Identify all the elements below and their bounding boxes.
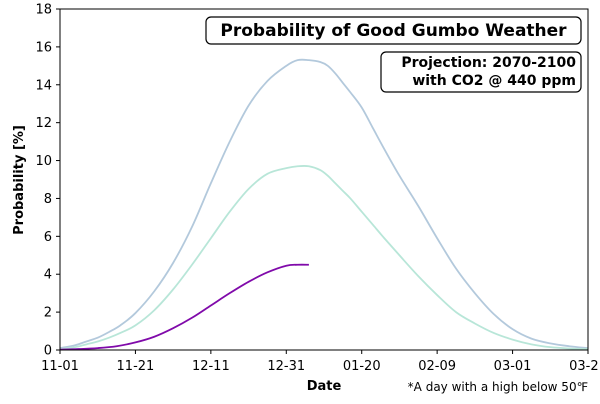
y-tick-label: 10: [35, 154, 52, 169]
x-tick-label: 11-01: [41, 359, 79, 374]
y-tick-label: 0: [44, 344, 52, 359]
y-tick-label: 14: [35, 78, 52, 93]
plot-frame: [59, 8, 589, 351]
y-tick-label: 4: [44, 268, 52, 283]
chart-title: Probability of Good Gumbo Weather: [220, 21, 567, 41]
x-tick-label: 01-20: [343, 359, 381, 374]
x-axis-label: Date: [307, 379, 342, 394]
series-line-3: [59, 263, 309, 351]
x-tick-label: 12-31: [267, 359, 305, 374]
y-axis-label: Probability [%]: [12, 125, 27, 235]
x-tick-label: 12-11: [192, 359, 230, 374]
series-line-2: [59, 164, 589, 350]
y-tick-label: 12: [35, 116, 52, 131]
axis-ticks: 11-01 11-21 12-11 12-31 01-20 02-09 03-01 03-21…: [35, 3, 600, 375]
y-tick-label: 18: [35, 3, 52, 18]
y-tick-label: 2: [44, 306, 52, 321]
x-tick-label: 03-01: [494, 359, 532, 374]
x-tick-label: 11-21: [117, 359, 155, 374]
series-line-1: [59, 58, 589, 350]
y-tick-label: 8: [44, 192, 52, 207]
title-box: [205, 16, 582, 45]
subtitle-line-1: Projection: 2070-2100: [401, 55, 576, 71]
y-tick-label: 6: [44, 230, 52, 245]
subtitle-line-2: with CO2 @ 440 ppm: [412, 73, 576, 89]
x-tick-label: 03-21: [569, 359, 600, 374]
series-layer: [59, 58, 589, 351]
subtitle-box: [380, 51, 582, 93]
footnote: *A day with a high below 50℉: [408, 380, 588, 394]
y-tick-label: 16: [35, 40, 52, 55]
x-tick-label: 02-09: [418, 359, 456, 374]
